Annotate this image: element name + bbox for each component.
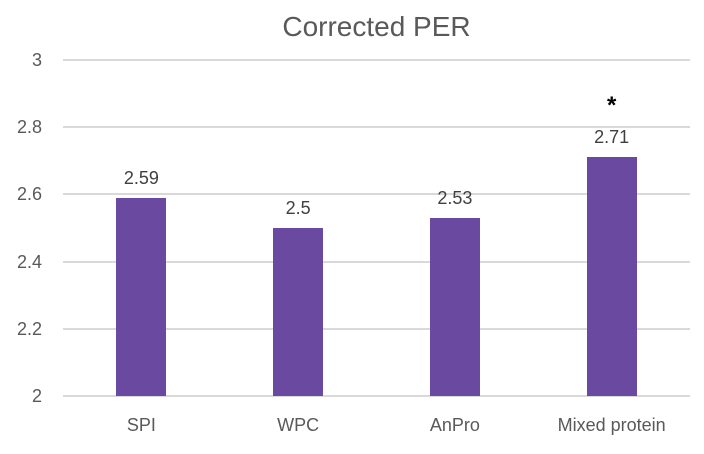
x-axis-category-label-anpro: AnPro bbox=[429, 415, 480, 435]
gridline bbox=[63, 193, 690, 196]
x-axis-category-label-spi: SPI bbox=[126, 415, 156, 435]
gridline bbox=[63, 260, 690, 263]
y-axis-tick-label: 2.8 bbox=[16, 117, 42, 138]
data-label-wpc: 2.5 bbox=[285, 198, 311, 218]
chart-title: Corrected PER bbox=[282, 11, 471, 42]
x-axis-category-label-wpc: WPC bbox=[277, 415, 320, 435]
bar-wpc bbox=[273, 228, 324, 396]
gridline bbox=[63, 126, 690, 129]
y-axis-tick-label: 2.4 bbox=[16, 251, 42, 272]
x-axis-category-label-mixed-protein: Mixed protein bbox=[557, 415, 666, 435]
gridline bbox=[63, 59, 690, 61]
bar-anpro bbox=[429, 217, 480, 396]
data-label-spi: 2.59 bbox=[123, 167, 159, 188]
data-label-mixed-protein: 2.71 bbox=[594, 127, 630, 148]
data-label-anpro: 2.53 bbox=[437, 187, 473, 208]
y-axis-tick-label: 2.2 bbox=[16, 318, 42, 339]
bar-mixed-protein bbox=[586, 157, 637, 396]
significance-asterisk: * bbox=[606, 92, 617, 120]
bar-spi bbox=[116, 197, 167, 396]
y-axis-tick-label: 3 bbox=[31, 50, 42, 70]
gridline bbox=[63, 395, 690, 397]
y-axis-tick-label: 2 bbox=[31, 386, 42, 406]
gridline bbox=[63, 327, 690, 330]
y-axis-tick-label: 2.6 bbox=[16, 184, 42, 205]
